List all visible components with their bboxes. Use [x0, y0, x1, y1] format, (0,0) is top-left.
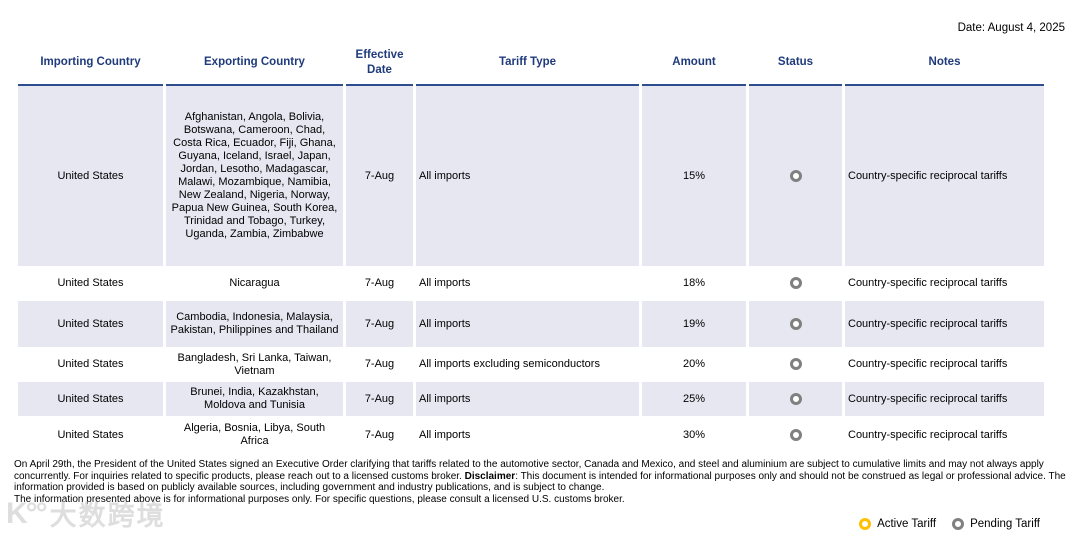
column-header-exporting-country: Exporting Country: [166, 44, 343, 86]
pending-status-icon: [789, 169, 802, 182]
cell-notes: Country-specific reciprocal tariffs: [845, 382, 1044, 416]
cell-effective-date: 7-Aug: [346, 86, 413, 266]
pending-status-icon: [789, 358, 802, 371]
cell-importing-country: United States: [18, 347, 163, 382]
table-header-row: Importing Country Exporting Country Effect…: [18, 44, 1044, 86]
pending-tariff-icon: [952, 518, 965, 530]
disclaimer-paragraph: On April 29th, the President of the Unit…: [14, 459, 1068, 494]
cell-importing-country: United States: [18, 382, 163, 416]
cell-amount: 25%: [642, 382, 746, 416]
pending-status-icon: [789, 392, 802, 405]
disclaimer-text-end: : This document is intended for informat…: [14, 470, 1066, 494]
cell-effective-date: 7-Aug: [346, 266, 413, 301]
info-note: The information presented above is for i…: [14, 493, 625, 505]
cell-notes: Country-specific reciprocal tariffs: [845, 266, 1044, 301]
table-row: United States Bangladesh, Sri Lanka, Taiw…: [18, 347, 1044, 382]
cell-importing-country: United States: [18, 86, 163, 266]
cell-exporting-country: Afghanistan, Angola, Bolivia, Botswana, …: [166, 86, 343, 266]
cell-exporting-country: Cambodia, Indonesia, Malaysia, Pakistan,…: [166, 301, 343, 347]
cell-amount: 18%: [642, 266, 746, 301]
column-header-status: Status: [749, 44, 842, 86]
column-header-amount: Amount: [642, 44, 746, 86]
cell-effective-date: 7-Aug: [346, 416, 413, 454]
cell-amount: 19%: [642, 301, 746, 347]
legend-pending-tariff: Pending Tariff: [952, 518, 1040, 530]
cell-tariff-type: All imports: [416, 382, 639, 416]
cell-tariff-type: All imports: [416, 86, 639, 266]
column-header-tariff-type: Tariff Type: [416, 44, 639, 86]
footer-disclaimer: On April 29th, the President of the Unit…: [14, 459, 1068, 505]
cell-tariff-type: All imports: [416, 266, 639, 301]
legend-active-tariff: Active Tariff: [859, 518, 936, 530]
disclaimer-bold-word: Disclaimer: [464, 470, 516, 482]
cell-effective-date: 7-Aug: [346, 301, 413, 347]
cell-effective-date: 7-Aug: [346, 382, 413, 416]
cell-tariff-type: All imports: [416, 301, 639, 347]
cell-exporting-country: Brunei, India, Kazakhstan, Moldova and T…: [166, 382, 343, 416]
table-row: United States Algeria, Bosnia, Libya, Sou…: [18, 416, 1044, 454]
pending-status-icon: [789, 428, 802, 441]
tariff-table: Importing Country Exporting Country Effect…: [15, 44, 1047, 454]
cell-amount: 20%: [642, 347, 746, 382]
status-legend: Active Tariff Pending Tariff: [859, 518, 1040, 530]
cell-exporting-country: Bangladesh, Sri Lanka, Taiwan, Vietnam: [166, 347, 343, 382]
cell-amount: 15%: [642, 86, 746, 266]
cell-status: [749, 266, 842, 301]
column-header-importing-country: Importing Country: [18, 44, 163, 86]
cell-status: [749, 416, 842, 454]
pending-status-icon: [789, 277, 802, 290]
cell-exporting-country: Nicaragua: [166, 266, 343, 301]
legend-active-label: Active Tariff: [877, 518, 937, 530]
pending-status-icon: [789, 317, 802, 330]
table-row: United States Nicaragua 7-Aug All imports 18…: [18, 266, 1044, 301]
cell-notes: Country-specific reciprocal tariffs: [845, 86, 1044, 266]
cell-status: [749, 382, 842, 416]
cell-tariff-type: All imports: [416, 416, 639, 454]
cell-importing-country: United States: [18, 301, 163, 347]
cell-notes: Country-specific reciprocal tariffs: [845, 301, 1044, 347]
table-row: United States Afghanistan, Angola, Bolivi…: [18, 86, 1044, 266]
cell-amount: 30%: [642, 416, 746, 454]
column-header-effective-date: Effective Date: [346, 44, 413, 86]
cell-notes: Country-specific reciprocal tariffs: [845, 347, 1044, 382]
disclaimer-text-start: On April 29th, the President of the Unit…: [14, 459, 1044, 482]
cell-exporting-country: Algeria, Bosnia, Libya, South Africa: [166, 416, 343, 454]
active-tariff-icon: [859, 518, 872, 530]
cell-importing-country: United States: [18, 416, 163, 454]
column-header-notes: Notes: [845, 44, 1044, 86]
cell-tariff-type: All imports excluding semiconductors: [416, 347, 639, 382]
cell-status: [749, 347, 842, 382]
cell-effective-date: 7-Aug: [346, 347, 413, 382]
cell-importing-country: United States: [18, 266, 163, 301]
legend-pending-label: Pending Tariff: [970, 518, 1040, 530]
table-row: United States Cambodia, Indonesia, Malays…: [18, 301, 1044, 347]
cell-notes: Country-specific reciprocal tariffs: [845, 416, 1044, 454]
date-label: Date: August 4, 2025: [957, 22, 1065, 34]
cell-status: [749, 301, 842, 347]
cell-status: [749, 86, 842, 266]
table-row: United States Brunei, India, Kazakhstan, …: [18, 382, 1044, 416]
